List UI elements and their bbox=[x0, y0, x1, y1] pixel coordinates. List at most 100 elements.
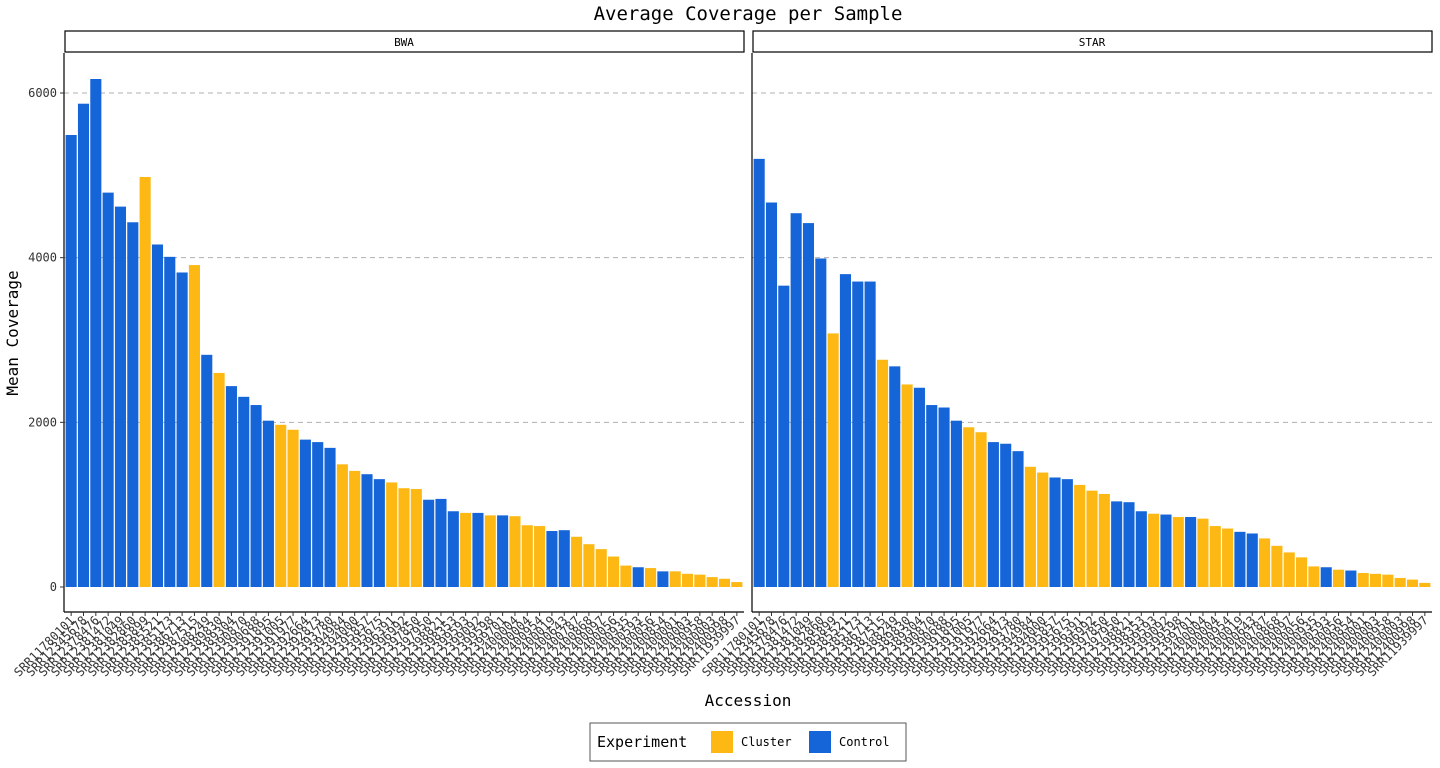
bar bbox=[1271, 545, 1283, 587]
bar bbox=[815, 258, 827, 587]
bar bbox=[950, 420, 962, 587]
bar bbox=[213, 372, 225, 587]
bar bbox=[1111, 501, 1123, 587]
bar bbox=[1185, 517, 1197, 587]
bar bbox=[151, 244, 164, 587]
legend-label-control: Control bbox=[839, 735, 890, 749]
bar bbox=[1234, 531, 1246, 587]
bar bbox=[1123, 502, 1135, 587]
bar bbox=[1000, 443, 1012, 587]
bar bbox=[1012, 451, 1024, 587]
bar bbox=[595, 549, 607, 587]
facet-strip-label: BWA bbox=[394, 36, 414, 49]
bar bbox=[571, 536, 583, 587]
y-tick-label: 6000 bbox=[28, 86, 57, 100]
bar bbox=[718, 578, 731, 587]
bar bbox=[1296, 557, 1308, 587]
bar bbox=[546, 531, 558, 587]
bar bbox=[889, 366, 901, 587]
bar bbox=[1037, 472, 1049, 587]
bar bbox=[558, 530, 570, 587]
bar bbox=[1160, 514, 1172, 587]
bar bbox=[373, 479, 385, 587]
bar bbox=[349, 470, 361, 587]
bar bbox=[669, 571, 681, 587]
bar bbox=[765, 202, 778, 587]
bar bbox=[460, 512, 472, 587]
bar bbox=[435, 498, 447, 587]
bar bbox=[1197, 518, 1209, 587]
y-tick-label: 4000 bbox=[28, 251, 57, 265]
bar bbox=[1024, 466, 1036, 587]
bar bbox=[324, 447, 336, 587]
bar bbox=[312, 442, 324, 587]
y-tick-label: 0 bbox=[50, 580, 57, 594]
bar bbox=[164, 256, 176, 587]
bar bbox=[1382, 574, 1394, 587]
x-axis-label: Accession bbox=[705, 691, 792, 710]
bar bbox=[963, 427, 975, 587]
bar bbox=[299, 439, 311, 587]
bar bbox=[827, 333, 839, 587]
bar bbox=[1394, 577, 1406, 587]
bar bbox=[852, 281, 864, 587]
bar bbox=[1098, 493, 1110, 587]
bar bbox=[1086, 490, 1098, 587]
bar bbox=[1283, 552, 1295, 587]
bar bbox=[361, 474, 373, 587]
bar bbox=[1345, 570, 1357, 587]
bar bbox=[1172, 517, 1184, 587]
chart-title: Average Coverage per Sample bbox=[594, 3, 903, 25]
bar bbox=[1061, 479, 1073, 587]
bar bbox=[802, 223, 815, 587]
bar bbox=[472, 512, 484, 587]
bar bbox=[926, 405, 938, 587]
bar bbox=[534, 526, 546, 587]
bar bbox=[1357, 573, 1369, 587]
bar bbox=[497, 515, 509, 587]
y-tick-label: 2000 bbox=[28, 415, 57, 429]
bar bbox=[509, 516, 521, 587]
y-axis-label: Mean Coverage bbox=[3, 270, 22, 395]
bar bbox=[987, 442, 999, 587]
bar bbox=[1209, 526, 1221, 587]
bar bbox=[864, 281, 876, 587]
bar bbox=[423, 499, 435, 587]
bar bbox=[1320, 567, 1332, 587]
bar bbox=[262, 420, 274, 587]
bar bbox=[1246, 533, 1258, 587]
bar bbox=[77, 103, 90, 587]
bar bbox=[632, 567, 644, 587]
bar bbox=[1332, 569, 1345, 587]
bar bbox=[139, 176, 151, 588]
bar bbox=[938, 407, 950, 587]
bar bbox=[238, 396, 250, 587]
bar bbox=[225, 386, 237, 587]
bar bbox=[913, 387, 925, 587]
bar bbox=[65, 134, 77, 588]
bar bbox=[201, 354, 213, 587]
facet-strip bbox=[752, 30, 1433, 53]
bar bbox=[644, 568, 657, 587]
bar bbox=[620, 565, 632, 587]
bar bbox=[127, 222, 139, 587]
bar bbox=[398, 488, 410, 587]
bar bbox=[1148, 513, 1160, 587]
bar bbox=[1049, 477, 1061, 587]
bar bbox=[608, 556, 620, 587]
bar bbox=[275, 424, 287, 587]
bar bbox=[1074, 484, 1086, 587]
panel-bwa: BWASRR11780101SRR12345678SRR12378476SRR1… bbox=[11, 30, 745, 679]
bar bbox=[447, 511, 459, 587]
panel-star: STARSRR11780101SRR12345678SRR12378476SRR… bbox=[699, 30, 1433, 679]
bar bbox=[386, 482, 398, 587]
bar bbox=[731, 582, 743, 587]
bar bbox=[521, 525, 533, 587]
legend-title: Experiment bbox=[597, 733, 687, 751]
legend-swatch-control bbox=[809, 731, 831, 753]
bar bbox=[1259, 538, 1271, 587]
bar bbox=[1135, 511, 1147, 587]
bar bbox=[657, 571, 669, 587]
bar bbox=[778, 285, 790, 587]
